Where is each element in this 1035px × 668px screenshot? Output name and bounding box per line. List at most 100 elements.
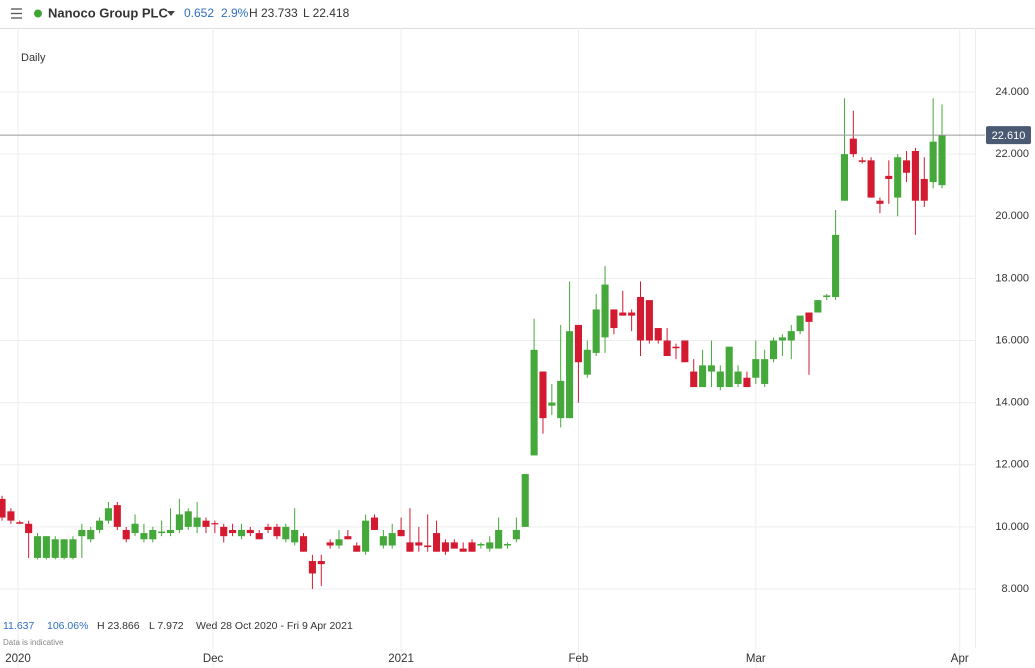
grid: 8.000 10.000 12.000 14.000 16.000 18.000 20.00…	[0, 28, 1029, 668]
range-low: L 7.972	[149, 620, 184, 632]
candle-body	[0, 498, 6, 518]
candle-body	[424, 545, 432, 548]
x-tick-label: 2020	[5, 653, 31, 665]
y-tick-label: 16.000	[995, 334, 1029, 346]
candle-body	[468, 542, 476, 552]
candle-body	[211, 523, 219, 525]
last-price-box	[986, 126, 1031, 145]
candle-body	[308, 561, 316, 574]
candle-body	[778, 337, 786, 341]
candle-body	[867, 160, 875, 198]
candle-body	[16, 522, 24, 524]
candle-body	[787, 331, 795, 341]
candle-body	[193, 517, 201, 527]
candle-body	[574, 324, 582, 363]
candle-body	[725, 346, 733, 388]
candle-body	[202, 520, 210, 527]
candle-body	[184, 511, 192, 527]
candle-body	[796, 315, 804, 332]
candle-body	[33, 536, 42, 558]
candle-body	[246, 529, 254, 534]
candles	[0, 98, 946, 589]
candle-body	[477, 543, 485, 546]
y-tick-label: 24.000	[995, 86, 1029, 98]
candle-body	[840, 154, 849, 201]
candle-body	[131, 523, 139, 534]
change-pct: 2.9%	[221, 6, 249, 20]
candle-body	[122, 529, 130, 540]
candle-body	[858, 160, 866, 162]
candle-body	[645, 300, 653, 341]
candle-body	[158, 531, 166, 534]
candle-body	[25, 523, 33, 534]
menu-button[interactable]	[11, 8, 22, 19]
candle-body	[610, 309, 618, 329]
candle-body	[636, 296, 645, 341]
candle-body	[104, 508, 112, 521]
candle-body	[433, 533, 441, 552]
last-price-label: 22.610	[992, 130, 1026, 142]
candle-body	[379, 536, 387, 546]
x-tick-label: Dec	[203, 653, 224, 665]
candle-body	[415, 542, 423, 546]
candle-body	[521, 474, 529, 527]
candle-body	[929, 141, 937, 183]
candle-body	[902, 160, 911, 173]
candle-body	[78, 529, 86, 537]
candle-body	[495, 529, 503, 549]
dropdown-caret[interactable]	[167, 11, 175, 16]
candle-body	[264, 526, 272, 530]
candle-body	[752, 359, 760, 378]
overlay: 22.610	[0, 126, 1031, 145]
x-tick-label: Feb	[569, 653, 589, 665]
candle-body	[237, 529, 246, 537]
y-tick-label: 8.000	[1001, 583, 1029, 595]
candle-body	[769, 340, 778, 360]
candle-body	[459, 548, 467, 552]
candle-body	[894, 157, 902, 198]
candle-body	[344, 536, 352, 540]
candle-body	[362, 520, 370, 552]
x-tick-label: Mar	[746, 653, 766, 665]
candle-body	[299, 536, 308, 552]
candle-body	[716, 371, 724, 388]
candle-body	[388, 533, 396, 546]
y-tick-label: 20.000	[995, 210, 1029, 222]
candle-body	[920, 178, 928, 201]
candle-body	[734, 371, 742, 384]
candle-body	[220, 526, 228, 537]
candle-body	[113, 505, 121, 527]
candle-body	[282, 526, 290, 540]
candle-body	[849, 138, 857, 155]
candle-body	[87, 529, 95, 540]
candle-body	[743, 377, 751, 388]
candle-body	[149, 529, 157, 540]
candle-body	[175, 514, 183, 530]
candle-body	[672, 346, 680, 349]
interval-label: Daily	[21, 52, 46, 64]
status-dot	[34, 9, 42, 18]
candle-body	[690, 371, 698, 388]
candle-body	[557, 380, 565, 419]
candle-body	[805, 312, 813, 322]
range-change: 11.637	[3, 620, 34, 632]
candle-body	[255, 533, 263, 540]
candle-body	[885, 175, 893, 179]
x-tick-label: Apr	[951, 653, 969, 665]
candle-body	[814, 300, 822, 313]
candle-body	[699, 365, 707, 388]
range-high: H 23.866	[97, 620, 140, 632]
date-range: Wed 28 Oct 2020 - Fri 9 Apr 2021	[196, 620, 353, 632]
candle-body	[503, 543, 512, 546]
instrument-title[interactable]: Nanoco Group PLC	[48, 5, 169, 20]
candle-body	[42, 536, 50, 558]
candle-body	[530, 349, 538, 456]
candle-body	[583, 349, 591, 375]
candle-body	[441, 542, 449, 552]
session-low: L 22.418	[303, 6, 350, 20]
candle-body	[663, 340, 671, 357]
candle-body	[592, 309, 600, 353]
candle-body	[654, 328, 662, 341]
candle-body	[51, 539, 59, 558]
